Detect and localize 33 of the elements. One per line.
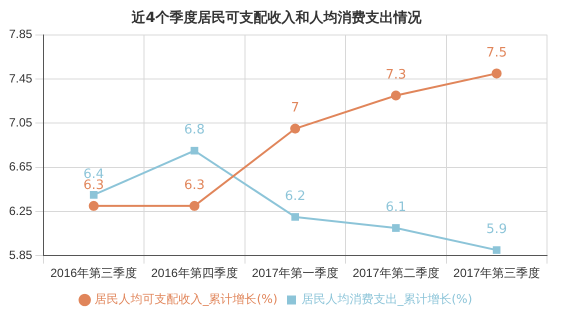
- x-tick-label: 2017年第一季度: [252, 266, 339, 280]
- point: [492, 68, 502, 78]
- point: [189, 200, 200, 211]
- data-label: 6.3: [83, 178, 104, 193]
- chart-title: 近4个季度居民可支配收入和人均消费支出情况: [130, 9, 422, 26]
- point: [88, 200, 99, 211]
- data-label: 7: [291, 100, 300, 116]
- legend-label: 居民人均可支配收入_累计增长(%): [94, 292, 278, 306]
- y-tick-label: 6.65: [8, 160, 33, 174]
- point: [392, 224, 400, 232]
- y-tick-label: 7.85: [8, 27, 33, 42]
- point: [291, 213, 300, 221]
- point: [390, 90, 401, 101]
- x-tick-label: 2016年第四季度: [151, 266, 238, 280]
- data-label: 7.3: [386, 67, 406, 82]
- y-tick-label: 7.05: [8, 115, 33, 130]
- y-tick-label: 5.85: [8, 248, 33, 262]
- data-label: 6.1: [386, 200, 406, 215]
- point: [190, 146, 198, 155]
- y-tick-label: 6.25: [8, 204, 33, 218]
- data-label: 6.8: [184, 122, 205, 138]
- point: [492, 246, 500, 254]
- data-label: 7.5: [486, 45, 507, 60]
- data-label: 5.9: [486, 222, 507, 237]
- x-tick-label: 2017年第二季度: [352, 266, 440, 280]
- legend-label: 居民人均消费支出_累计增长(%): [302, 292, 472, 306]
- x-tick-label: 2017年第三季度: [453, 266, 540, 280]
- data-label: 6.3: [184, 178, 205, 193]
- point: [90, 191, 98, 199]
- x-tick-label: 2016年第三季度: [50, 266, 138, 280]
- data-label: 6.2: [284, 188, 306, 204]
- point: [290, 124, 300, 134]
- y-tick-label: 7.45: [8, 71, 33, 86]
